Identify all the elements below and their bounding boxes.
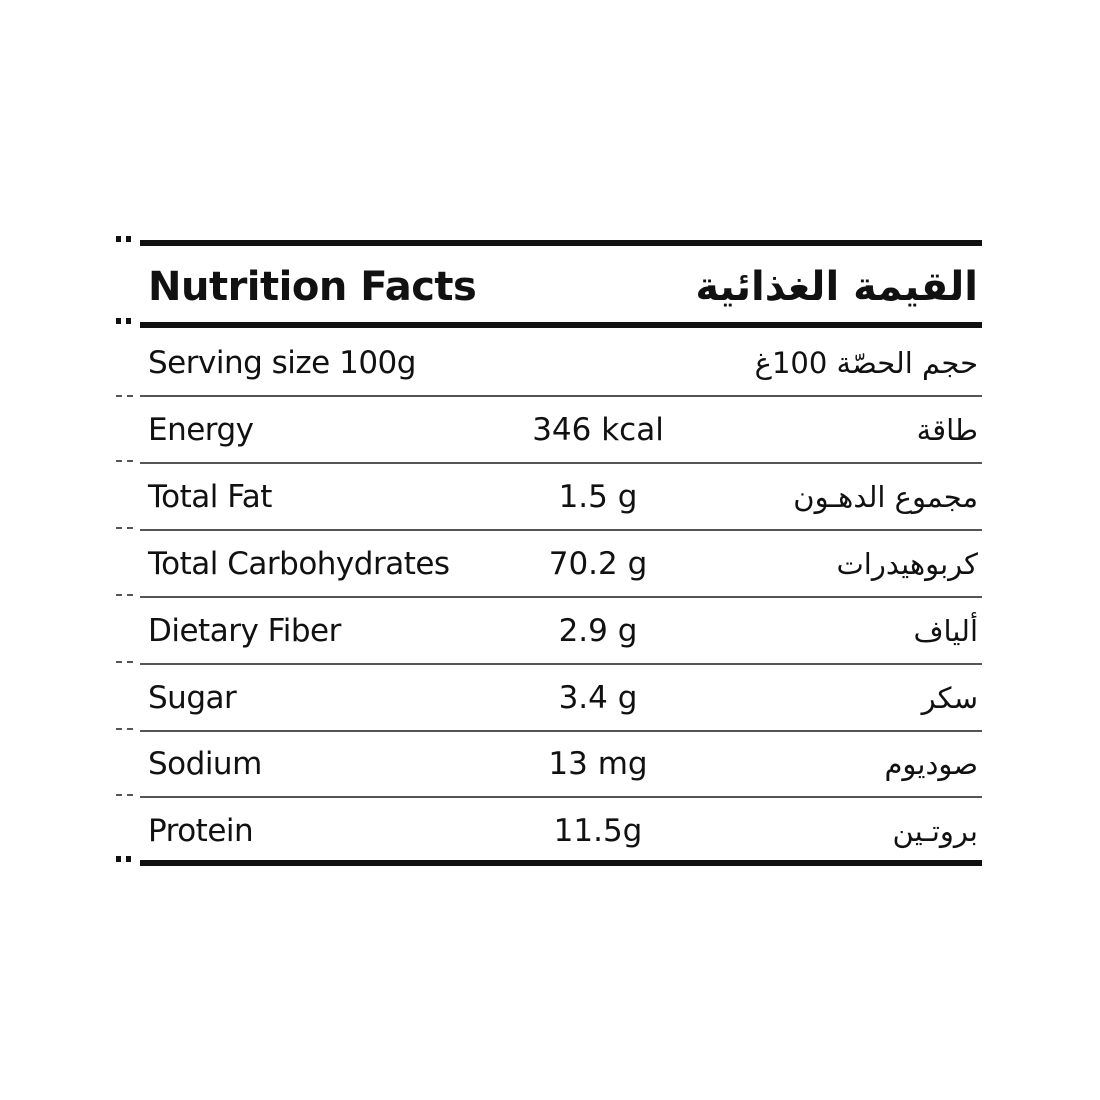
nutrient-name-english: Total Fat (148, 479, 272, 515)
row-divider (140, 395, 982, 397)
row-divider (140, 796, 982, 798)
nutrient-name-arabic: كربوهيدرات (836, 547, 979, 581)
edge-mark (114, 395, 138, 401)
row-divider (140, 730, 982, 732)
edge-mark (114, 856, 138, 862)
nutrient-name-english: Energy (148, 412, 254, 448)
nutrient-name-arabic: ألياف (913, 614, 978, 648)
nutrient-row: Sodium 13 mg صوديوم (148, 746, 978, 782)
top-thick-divider (140, 240, 982, 246)
nutrient-row: Total Carbohydrates 70.2 g كربوهيدرات (148, 546, 979, 582)
nutrient-name-english: Dietary Fiber (148, 613, 341, 649)
nutrient-name-english: Total Carbohydrates (148, 546, 450, 582)
nutrient-row: Dietary Fiber 2.9 g ألياف (148, 613, 978, 649)
row-divider (140, 529, 982, 531)
edge-mark (114, 318, 138, 324)
nutrient-name-english: Protein (148, 813, 254, 849)
edge-mark (114, 794, 138, 800)
nutrient-row: Total Fat 1.5 g مجموع الدهـون (148, 479, 978, 515)
nutrient-row: Energy 346 kcal طاقة (148, 412, 978, 448)
edge-mark (114, 460, 138, 466)
nutrient-name-english: Sodium (148, 746, 262, 782)
edge-mark (114, 236, 138, 242)
nutrient-name-arabic: بروتـين (892, 814, 978, 848)
serving-size-english: Serving size 100g (148, 345, 416, 381)
title-arabic: القيمة الغذائية (695, 264, 978, 310)
serving-size-row: Serving size 100g حجم الحصّة 100غ (148, 330, 978, 396)
edge-mark (114, 728, 138, 734)
title-english: Nutrition Facts (148, 264, 477, 310)
serving-size-arabic: حجم الحصّة 100غ (754, 346, 978, 380)
nutrient-name-arabic: طاقة (916, 413, 978, 447)
edge-mark (114, 594, 138, 600)
edge-mark (114, 661, 138, 667)
nutrient-row: Sugar 3.4 g سكر (148, 680, 978, 716)
nutrient-name-english: Sugar (148, 680, 237, 716)
edge-mark (114, 527, 138, 533)
nutrient-row: Protein 11.5g بروتـين (148, 813, 978, 849)
nutrient-name-arabic: سكر (921, 681, 978, 715)
header-row: Nutrition Facts القيمة الغذائية (148, 254, 978, 320)
row-divider (140, 462, 982, 464)
row-divider (140, 596, 982, 598)
header-thick-divider (140, 322, 982, 328)
bottom-thick-divider (140, 860, 982, 866)
row-divider (140, 663, 982, 665)
nutrient-name-arabic: مجموع الدهـون (793, 480, 978, 514)
nutrient-name-arabic: صوديوم (884, 747, 978, 781)
